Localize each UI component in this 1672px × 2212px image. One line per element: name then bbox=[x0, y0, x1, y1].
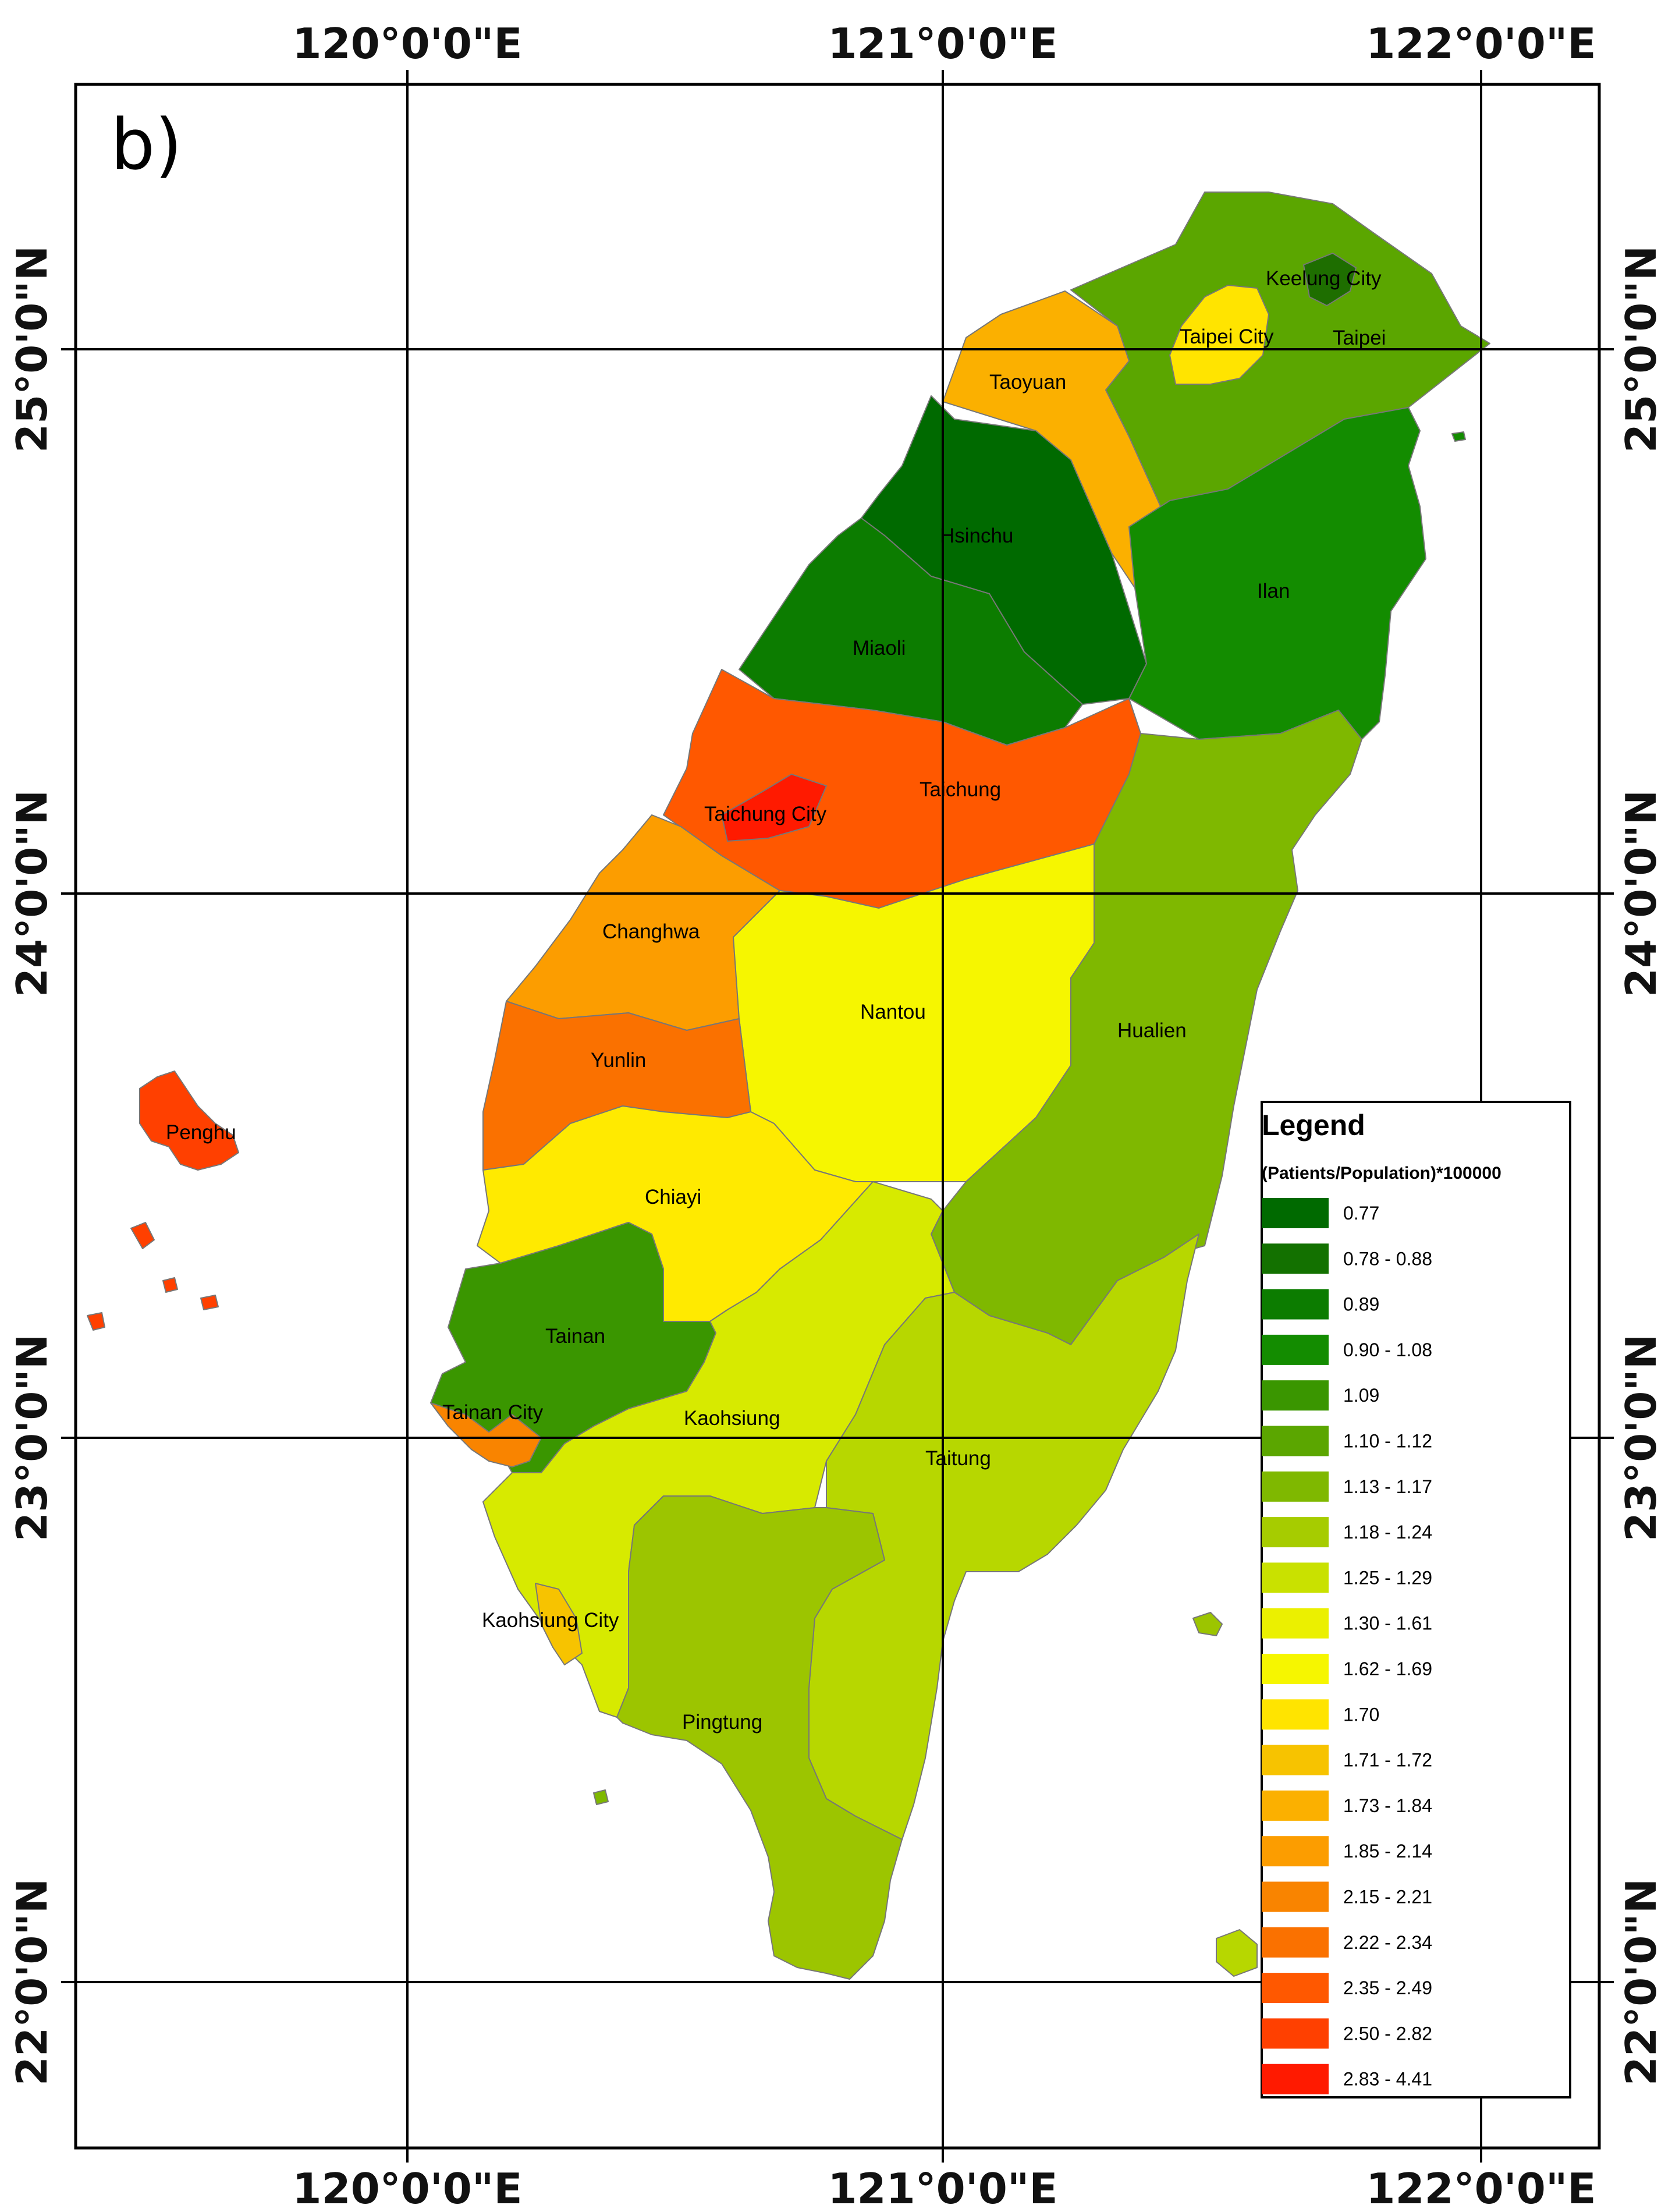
legend-item-label: 0.77 bbox=[1343, 1203, 1379, 1224]
lon-label-bottom-121: 121°0'0"E bbox=[828, 2164, 1057, 2212]
label-keelung-city: Keelung City bbox=[1266, 267, 1382, 290]
lat-label-left-24: 24°0'0"N bbox=[8, 790, 56, 997]
label-chiayi: Chiayi bbox=[645, 1186, 701, 1208]
island-lanyu bbox=[1216, 1929, 1258, 1977]
legend-swatch bbox=[1262, 1198, 1329, 1228]
legend-swatch bbox=[1262, 1334, 1329, 1365]
region-kaohsiung-city[interactable] bbox=[535, 1583, 583, 1665]
island-green-islet-1 bbox=[1192, 1612, 1223, 1636]
legend-swatch bbox=[1262, 1517, 1329, 1548]
label-tainan-city: Tainan City bbox=[442, 1401, 544, 1424]
legend-item-label: 1.10 - 1.12 bbox=[1343, 1431, 1432, 1452]
lat-label-right-22: 22°0'0"N bbox=[1617, 1878, 1666, 2086]
lat-label-left-25: 25°0'0"N bbox=[8, 246, 56, 453]
label-taichung-city: Taichung City bbox=[704, 803, 827, 825]
lat-label-left-22: 22°0'0"N bbox=[8, 1878, 56, 2086]
legend-item-label: 0.89 bbox=[1343, 1294, 1379, 1315]
region-taipei-city[interactable] bbox=[1169, 285, 1269, 385]
legend-item-label: 2.50 - 2.82 bbox=[1343, 2023, 1432, 2044]
legend-item-label: 1.30 - 1.61 bbox=[1343, 1613, 1432, 1634]
label-ilan: Ilan bbox=[1257, 580, 1290, 602]
legend-swatch bbox=[1262, 1927, 1329, 1958]
legend-swatch bbox=[1262, 1973, 1329, 2004]
legend-item-label: 0.78 - 0.88 bbox=[1343, 1248, 1432, 1269]
legend-swatch bbox=[1262, 1836, 1329, 1867]
label-penghu: Penghu bbox=[166, 1121, 236, 1144]
legend-item-label: 0.90 - 1.08 bbox=[1343, 1339, 1432, 1360]
label-taoyuan: Taoyuan bbox=[989, 371, 1066, 394]
legend-item-label: 1.73 - 1.84 bbox=[1343, 1795, 1432, 1816]
label-taipei: Taipei bbox=[1333, 327, 1386, 349]
label-changhwa: Changhwa bbox=[602, 920, 700, 943]
legend-title: Legend bbox=[1262, 1109, 1365, 1142]
label-hualien: Hualien bbox=[1117, 1019, 1187, 1042]
label-kaohsiung: Kaohsiung bbox=[684, 1407, 780, 1430]
region-labels: Keelung City Taipei City Taipei Taoyuan … bbox=[166, 267, 1386, 1734]
legend-swatch bbox=[1262, 1790, 1329, 1821]
legend: Legend (Patients/Population)*100000 0.77… bbox=[1261, 1101, 1571, 2098]
legend-swatch bbox=[1262, 1426, 1329, 1456]
region-miaoli[interactable] bbox=[739, 517, 1083, 746]
legend-item-label: 1.71 - 1.72 bbox=[1343, 1750, 1432, 1771]
region-taichung-city[interactable] bbox=[721, 774, 827, 842]
legend-swatch bbox=[1262, 1745, 1329, 1775]
regions bbox=[87, 192, 1490, 1980]
region-tainan-city[interactable] bbox=[430, 1402, 542, 1467]
legend-swatch bbox=[1262, 1289, 1329, 1320]
lon-label-bottom-122: 122°0'0"E bbox=[1366, 2164, 1596, 2212]
legend-item-label: 1.09 bbox=[1343, 1385, 1379, 1406]
label-kaohsiung-city: Kaohsiung City bbox=[482, 1609, 619, 1632]
lat-label-right-24: 24°0'0"N bbox=[1617, 790, 1666, 997]
label-hsinchu: Hsinchu bbox=[940, 524, 1013, 547]
label-taichung: Taichung bbox=[920, 778, 1001, 801]
legend-item-label: 1.13 - 1.17 bbox=[1343, 1476, 1432, 1497]
legend-swatch bbox=[1262, 1654, 1329, 1684]
label-taipei-city: Taipei City bbox=[1180, 325, 1274, 348]
legend-item-label: 1.62 - 1.69 bbox=[1343, 1658, 1432, 1679]
legend-item-label: 2.15 - 2.21 bbox=[1343, 1887, 1432, 1908]
legend-items: 0.77 0.78 - 0.88 0.89 0.90 - 1.08 1.09 1.10 -… bbox=[1262, 1198, 1432, 2094]
legend-swatch bbox=[1262, 1380, 1329, 1411]
lon-label-bottom-120: 120°0'0"E bbox=[292, 2164, 522, 2212]
label-miaoli: Miaoli bbox=[853, 637, 906, 660]
label-yunlin: Yunlin bbox=[591, 1049, 646, 1072]
lat-label-right-23: 23°0'0"N bbox=[1617, 1334, 1666, 1541]
legend-swatch bbox=[1262, 2018, 1329, 2049]
region-keelung-city[interactable] bbox=[1303, 253, 1357, 306]
island-guishan bbox=[1451, 431, 1466, 442]
label-tainan: Tainan bbox=[545, 1325, 605, 1348]
legend-item-label: 2.83 - 4.41 bbox=[1343, 2069, 1432, 2090]
legend-item-label: 2.22 - 2.34 bbox=[1343, 1932, 1432, 1953]
lon-label-top-120: 120°0'0"E bbox=[292, 19, 522, 68]
legend-item-label: 2.35 - 2.49 bbox=[1343, 1977, 1432, 1998]
region-hualien[interactable] bbox=[931, 710, 1362, 1345]
lat-label-left-23: 23°0'0"N bbox=[8, 1334, 56, 1541]
legend-swatch bbox=[1262, 1699, 1329, 1730]
panel-label: b) bbox=[111, 105, 182, 186]
legend-item-label: 1.25 - 1.29 bbox=[1343, 1567, 1432, 1588]
legend-swatch bbox=[1262, 1608, 1329, 1639]
label-taitung: Taitung bbox=[925, 1447, 991, 1470]
region-pingtung[interactable] bbox=[616, 1495, 903, 1980]
lat-label-right-25: 25°0'0"N bbox=[1617, 246, 1666, 453]
legend-swatch bbox=[1262, 1881, 1329, 1912]
legend-item-label: 1.18 - 1.24 bbox=[1343, 1522, 1432, 1543]
legend-swatch bbox=[1262, 2064, 1329, 2094]
region-ilan[interactable] bbox=[1128, 407, 1426, 740]
label-nantou: Nantou bbox=[860, 1001, 926, 1023]
lon-label-top-121: 121°0'0"E bbox=[828, 19, 1057, 68]
region-penghu[interactable] bbox=[87, 1070, 239, 1331]
island-liuqiu bbox=[593, 1789, 609, 1805]
legend-item-label: 1.85 - 2.14 bbox=[1343, 1841, 1432, 1862]
legend-item-label: 1.70 bbox=[1343, 1704, 1379, 1725]
legend-subtitle: (Patients/Population)*100000 bbox=[1262, 1164, 1501, 1183]
legend-swatch bbox=[1262, 1471, 1329, 1502]
label-pingtung: Pingtung bbox=[682, 1711, 762, 1734]
lon-label-top-122: 122°0'0"E bbox=[1366, 19, 1596, 68]
legend-swatch bbox=[1262, 1562, 1329, 1593]
legend-swatch bbox=[1262, 1243, 1329, 1274]
